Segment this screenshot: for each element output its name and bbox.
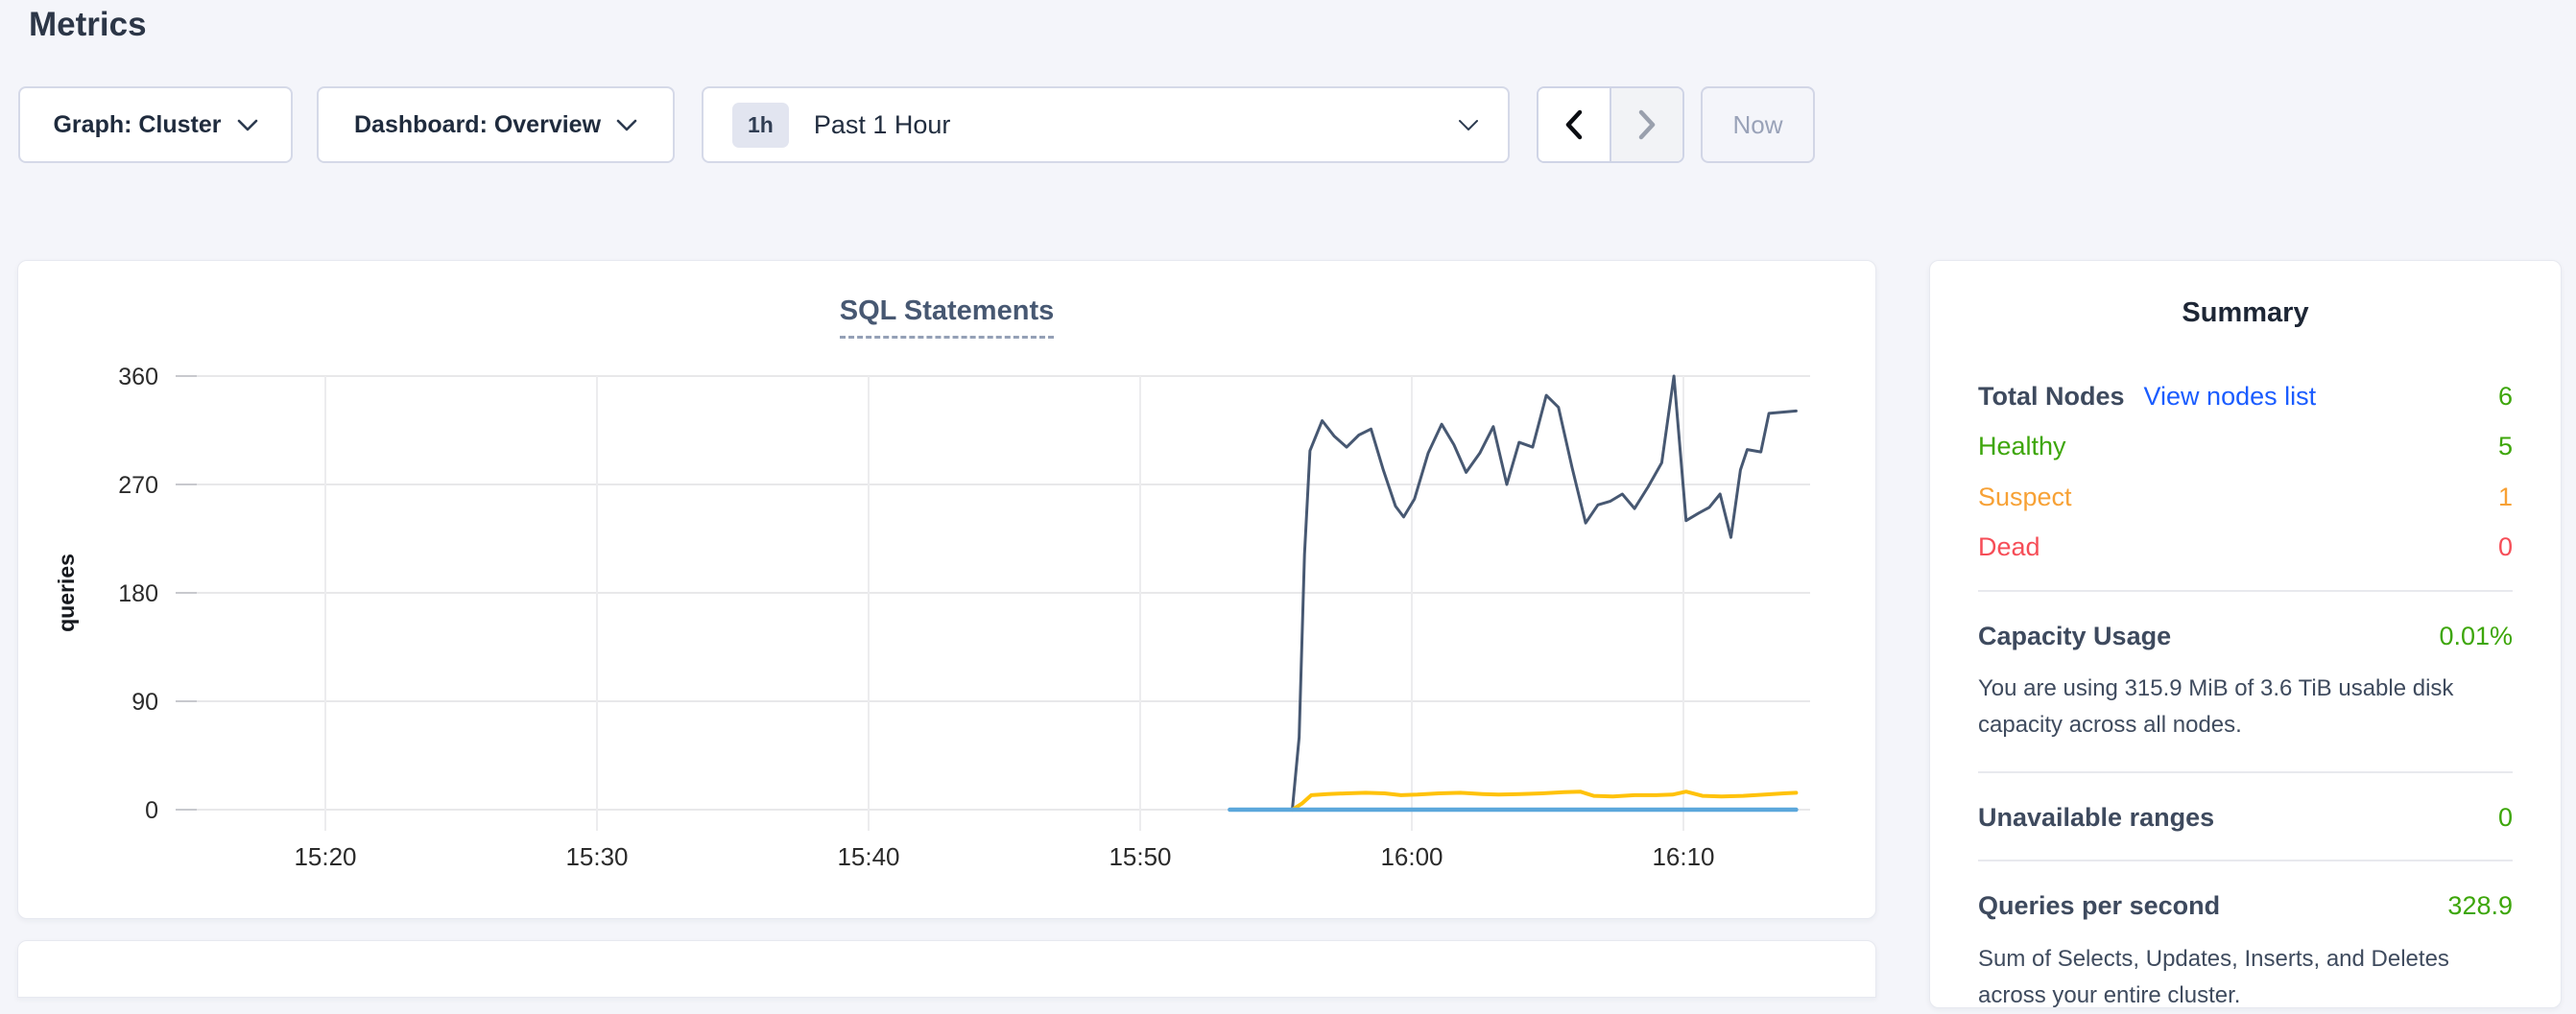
svg-text:15:20: 15:20: [294, 842, 356, 871]
metrics-page: { "header": { "title": "Metrics" }, "con…: [17, 6, 2562, 1008]
sql-statements-chart[interactable]: 0 90 180 270 360 15:20 15:30 15:40 15:50 16:00 16:…: [18, 261, 1877, 920]
unavailable-ranges-row: Unavailable ranges 0: [1978, 802, 2513, 833]
next-chart-card: [17, 940, 1876, 998]
status-value: 6: [2497, 382, 2513, 411]
dashboard-dropdown[interactable]: Dashboard: Overview: [317, 86, 675, 163]
node-row-label: Healthy: [1978, 431, 2066, 461]
svg-text:16:00: 16:00: [1380, 842, 1443, 871]
svg-text:15:30: 15:30: [565, 842, 628, 871]
capacity-usage-label: Capacity Usage: [1978, 621, 2172, 650]
chart-title-wrap: SQL Statements: [18, 295, 1875, 339]
unavailable-ranges-value: 0: [2497, 802, 2513, 832]
x-gridlines-and-labels: 15:20 15:30 15:40 15:50 16:00 16:10: [294, 376, 1715, 871]
capacity-usage-value: 0.01%: [2439, 621, 2513, 650]
capacity-usage-row: Capacity Usage 0.01%: [1978, 621, 2513, 651]
previous-time-window-button[interactable]: [1538, 88, 1610, 161]
y-axis-label: queries: [54, 554, 79, 632]
node-row-label: Dead: [1978, 531, 2040, 562]
divider: [1978, 589, 2513, 592]
graph-dropdown[interactable]: Graph: Cluster: [18, 86, 293, 163]
node-status-row-total-nodes: Total Nodes View nodes list 6: [1978, 381, 2513, 412]
time-range-selector[interactable]: 1h Past 1 Hour: [702, 86, 1510, 163]
node-status-rows: Total Nodes View nodes list 6 Healthy 5 Suspe…: [1978, 381, 2513, 563]
status-label: Suspect: [1978, 482, 2072, 511]
status-value: 5: [2497, 432, 2513, 461]
queries-per-second-label: Queries per second: [1978, 891, 2221, 921]
node-status-row-suspect: Suspect 1: [1978, 482, 2513, 512]
view-nodes-list-link[interactable]: View nodes list: [2143, 382, 2317, 411]
status-label: Dead: [1978, 532, 2040, 562]
status-value: 1: [2497, 482, 2513, 511]
chevron-down-icon: [237, 119, 257, 130]
summary-panel: Summary Total Nodes View nodes list 6 Healt…: [1929, 260, 2562, 1008]
time-step-buttons: [1537, 86, 1684, 163]
svg-text:270: 270: [118, 472, 158, 499]
dashboard-dropdown-label: Dashboard: Overview: [353, 110, 602, 138]
chevron-left-icon: [1565, 109, 1583, 140]
divider: [1978, 770, 2513, 773]
svg-text:0: 0: [145, 797, 158, 824]
now-button[interactable]: Now: [1701, 86, 1815, 163]
svg-text:180: 180: [118, 580, 158, 607]
y-gridlines-and-labels: 0 90 180 270 360: [118, 364, 1810, 824]
node-row-label: Suspect: [1978, 482, 2072, 512]
queries-per-second-description: Sum of Selects, Updates, Inserts, and De…: [1978, 945, 2449, 1008]
svg-text:15:40: 15:40: [837, 842, 899, 871]
queries-per-second-value: 328.9: [2447, 891, 2513, 921]
status-label: Total Nodes: [1978, 382, 2125, 411]
node-status-row-dead: Dead 0: [1978, 531, 2513, 562]
svg-text:90: 90: [131, 689, 158, 716]
sql-statements-chart-card: SQL Statements 0 90 180 270 360 15:20 15:30 15:…: [17, 260, 1876, 919]
summary-title: Summary: [2182, 297, 2309, 328]
status-value: 0: [2497, 532, 2513, 562]
capacity-usage-description: You are using 315.9 MiB of 3.6 TiB usabl…: [1978, 674, 2454, 739]
node-row-label: Total Nodes View nodes list: [1978, 381, 2316, 412]
divider: [1978, 860, 2513, 862]
time-range-badge: 1h: [732, 102, 789, 148]
next-time-window-button[interactable]: [1610, 88, 1682, 161]
chart-title[interactable]: SQL Statements: [839, 295, 1055, 339]
chevron-down-icon: [1459, 119, 1478, 130]
queries-per-second-row: Queries per second 328.9: [1978, 890, 2513, 921]
svg-text:360: 360: [118, 364, 158, 390]
chevron-right-icon: [1638, 109, 1656, 140]
chevron-down-icon: [616, 119, 637, 130]
time-range-label: Past 1 Hour: [813, 109, 951, 139]
series-navy-line: [1291, 374, 1798, 812]
graph-dropdown-label: Graph: Cluster: [53, 110, 222, 138]
node-status-row-healthy: Healthy 5: [1978, 431, 2513, 461]
unavailable-ranges-label: Unavailable ranges: [1978, 802, 2215, 832]
status-label: Healthy: [1978, 432, 2066, 461]
svg-text:15:50: 15:50: [1109, 842, 1171, 871]
svg-text:16:10: 16:10: [1652, 842, 1714, 871]
series-yellow-line: [1290, 790, 1799, 812]
page-title: Metrics: [29, 6, 147, 43]
